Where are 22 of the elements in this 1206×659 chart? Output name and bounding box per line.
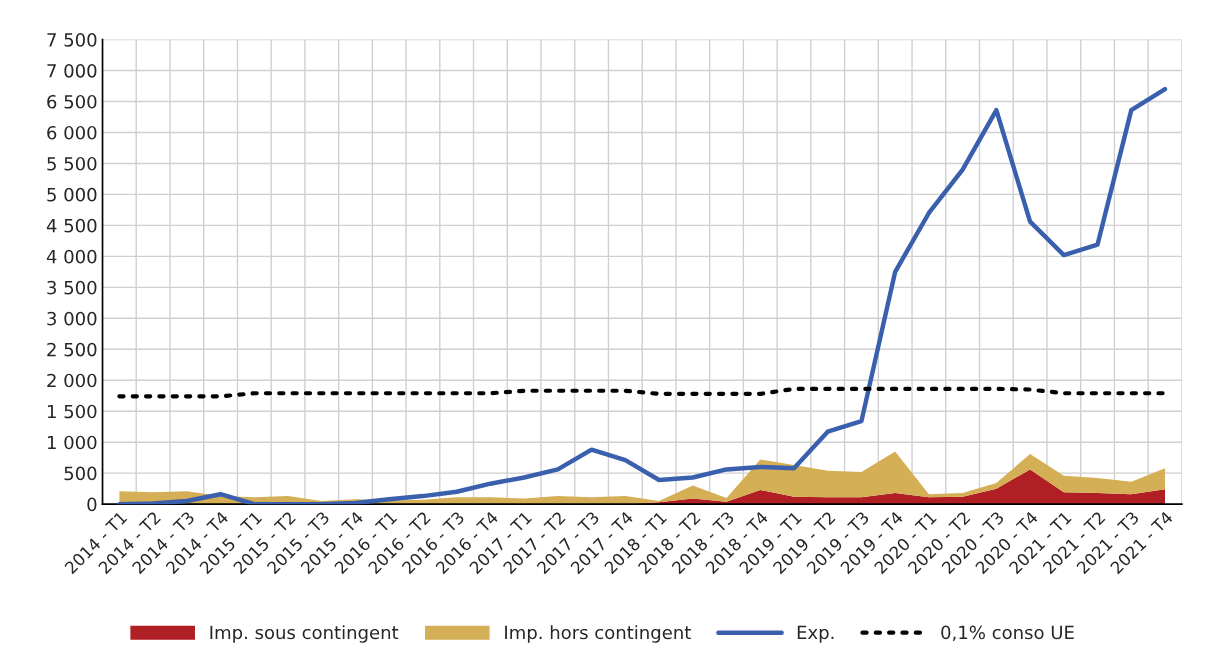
line-series: [117, 386, 1168, 399]
y-tick-label: 1 500: [47, 404, 97, 419]
legend-label: 0,1% conso UE: [941, 625, 1074, 642]
y-tick-label: 7 500: [47, 33, 97, 47]
y-tick-label: 3 000: [47, 311, 97, 326]
line-series: [117, 86, 1168, 505]
legend-label: Imp. hors contingent: [505, 625, 691, 643]
y-tick-label: 6 500: [47, 94, 97, 109]
y-tick-label: 5 000: [47, 187, 97, 202]
y-tick-label: 7 000: [47, 63, 97, 78]
legend-label: Exp.: [797, 625, 834, 643]
y-tick-label: 500: [64, 466, 97, 481]
legend-label: Imp. sous contingent: [210, 625, 399, 643]
y-tick-label: 3 500: [47, 280, 97, 295]
y-tick-label: 4 000: [46, 249, 97, 264]
y-tick-label: 4 500: [46, 218, 97, 233]
y-tick-label: 2 000: [47, 373, 97, 388]
y-tick-label: 1 000: [47, 435, 97, 450]
y-tick-label: 2 500: [47, 342, 97, 357]
y-tick-label: 0: [87, 497, 97, 512]
y-tick-label: 5 500: [47, 156, 97, 171]
y-tick-label: 6 000: [47, 125, 97, 140]
